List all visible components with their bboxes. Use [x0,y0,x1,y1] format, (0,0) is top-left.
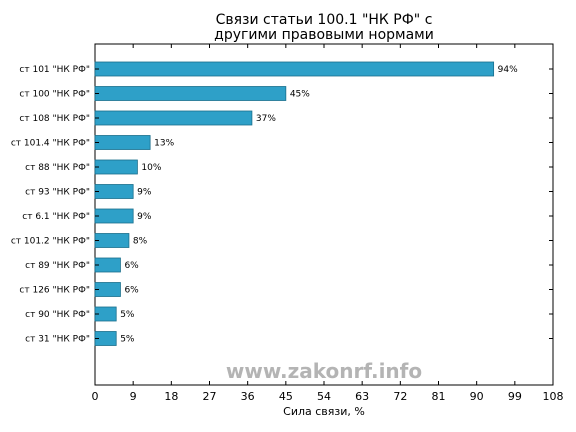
x-tick-label: 0 [92,390,99,403]
bar [94,135,151,150]
x-tick-label: 36 [241,390,255,403]
x-tick-label: 72 [393,390,407,403]
category-label: ст 126 "НК РФ" [19,286,90,296]
category-label: ст 6.1 "НК РФ" [22,212,90,222]
watermark: www.zakonrf.info [226,359,422,383]
bar [94,159,138,175]
category-label: ст 108 "НК РФ" [19,114,90,124]
x-tick-label: 81 [432,390,446,403]
x-axis-label: Сила связи, % [283,405,365,418]
x-tick-label: 54 [317,390,331,403]
category-label: ст 101.4 "НК РФ" [11,139,90,149]
category-label: ст 88 "НК РФ" [25,163,90,173]
data-label: 10% [141,163,161,173]
data-label: 6% [124,286,139,296]
data-label: 9% [137,188,152,198]
data-label: 6% [124,261,139,271]
bar [94,110,253,126]
bar [94,61,495,77]
data-label: 94% [498,65,518,75]
bar [94,233,130,248]
data-label: 8% [133,237,148,247]
category-label: ст 93 "НК РФ" [25,188,90,198]
x-tick-label: 90 [470,390,484,403]
chart-title-line-1: Связи статьи 100.1 "НК РФ" с [216,12,433,28]
data-label: 9% [137,212,152,222]
data-label: 45% [290,90,310,100]
category-label: ст 100 "НК РФ" [19,90,90,100]
x-tick-label: 27 [203,390,217,403]
x-tick-label: 18 [164,390,178,403]
category-label: ст 89 "НК РФ" [25,261,90,271]
data-label: 5% [120,335,135,345]
x-tick-label: 99 [508,390,522,403]
x-tick-label: 9 [130,390,137,403]
category-label: ст 90 "НК РФ" [25,310,90,320]
chart-title-line-2: другими правовыми нормами [214,27,434,43]
bars-group: ст 101 "НК РФ" 94% ст 100 "НК РФ" 45% ст 108… [11,61,518,346]
category-label: ст 101 "НК РФ" [19,65,90,75]
category-label: ст 31 "НК РФ" [25,335,90,345]
bar [94,208,134,224]
bar [94,184,134,199]
data-label: 13% [154,139,174,149]
data-label: 5% [120,310,135,320]
x-tick-label: 108 [543,390,564,403]
category-label: ст 101.2 "НК РФ" [11,237,90,247]
data-label: 37% [256,114,276,124]
x-tick-label: 45 [279,390,293,403]
x-tick-label: 63 [355,390,369,403]
x-axis-ticks: 0 9 18 27 36 45 54 63 72 81 90 99 108 [92,44,564,403]
bar [94,86,287,101]
